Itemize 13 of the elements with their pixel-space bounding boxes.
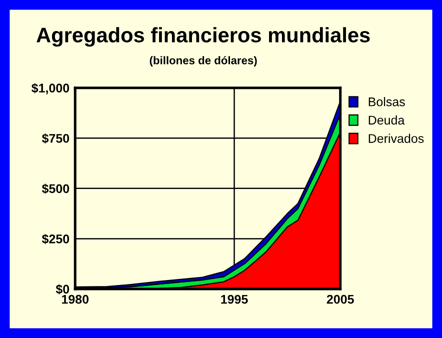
legend-label: Derivados — [368, 134, 424, 143]
legend-label: Deuda — [368, 115, 405, 125]
chart-title: Agregados financieros mundiales — [36, 27, 370, 47]
y-tick-label: $500 — [42, 184, 70, 194]
y-tick-label: $250 — [42, 234, 70, 244]
y-tick-label: $750 — [42, 133, 70, 144]
x-tick-label: 1995 — [221, 294, 248, 304]
y-tick-label: $1,000 — [32, 83, 70, 94]
x-tick-label: 1980 — [62, 294, 89, 304]
legend-label: Bolsas — [368, 97, 405, 106]
chart-subtitle: (billones de dólares) — [150, 56, 257, 67]
y-tick-label: $0 — [56, 284, 70, 294]
x-tick-label: 2005 — [326, 294, 354, 304]
